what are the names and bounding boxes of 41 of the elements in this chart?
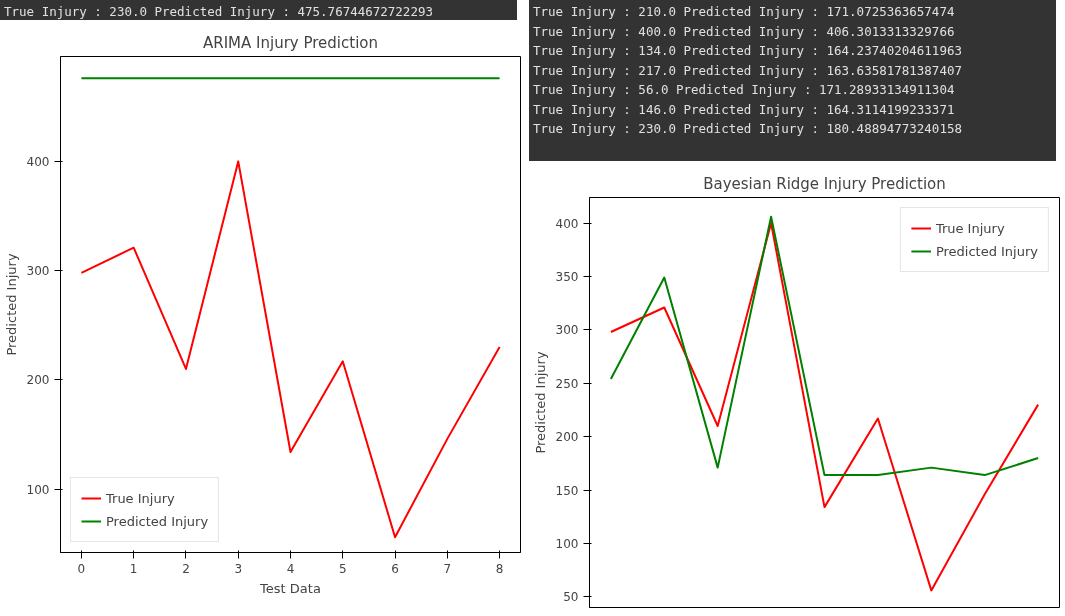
y-tick-label: 100: [555, 536, 579, 551]
y-axis-title: Predicted Injury: [3, 253, 19, 356]
y-tick-label: 200: [555, 430, 579, 445]
y-tick-label: 150: [555, 483, 579, 498]
y-tick-label: 50: [563, 590, 579, 605]
line-series: [609, 215, 1040, 477]
y-tick-label: 250: [555, 376, 579, 391]
x-tick-label: 0: [77, 561, 86, 576]
x-tick-label: 7: [443, 561, 452, 576]
x-tick-label: 3: [234, 561, 243, 576]
x-tick-label: 5: [338, 561, 347, 576]
x-axis-title: Test Data: [259, 580, 321, 596]
text: True Injury : 217.0 Predicted Injury : 163.63581781387407: [533, 62, 962, 78]
y-tick-label: 350: [555, 270, 579, 285]
y-tick-label: 300: [555, 323, 579, 338]
legend-label: Predicted Injury: [106, 513, 209, 529]
x-tick-label: 2: [182, 561, 190, 576]
x-tick-label: 8: [495, 561, 504, 576]
y-tick-label: 100: [26, 482, 50, 497]
text: True Injury : 230.0 Predicted Injury : 180.48894773240158: [533, 121, 962, 136]
y-tick-label: 300: [26, 264, 50, 279]
text: True Injury : 134.0 Predicted Injury : 164.23740204611963: [533, 43, 962, 58]
legend-label: Predicted Injury: [935, 243, 1038, 259]
text: True Injury : 146.0 Predicted Injury : 164.3114199233371: [533, 101, 955, 117]
legend-label: True Injury: [106, 490, 175, 506]
line-series: [80, 160, 501, 539]
chart-title: ARIMA Injury Prediction: [202, 33, 379, 52]
text: True Injury : 400.0 Predicted Injury : 406.3013313329766: [533, 23, 955, 39]
legend-label: True Injury: [935, 220, 1005, 236]
text: True Injury : 210.0 Predicted Injury : 171.0725363657474: [533, 4, 955, 19]
chart-title: Bayesian Ridge Injury Prediction: [703, 174, 946, 193]
y-tick-label: 400: [26, 154, 50, 169]
x-tick-label: 4: [286, 561, 295, 576]
x-tick-label: 6: [391, 561, 399, 576]
x-tick-label: 1: [129, 561, 138, 576]
y-tick-label: 200: [26, 373, 50, 388]
y-tick-label: 400: [555, 216, 579, 231]
y-axis-title: Predicted Injury: [532, 351, 548, 454]
text: True Injury : 230.0 Predicted Injury : 475.76744672722293: [0, 0, 517, 20]
line-series: [609, 222, 1040, 592]
text: True Injury : 56.0 Predicted Injury : 171.28933134911304: [533, 82, 955, 97]
